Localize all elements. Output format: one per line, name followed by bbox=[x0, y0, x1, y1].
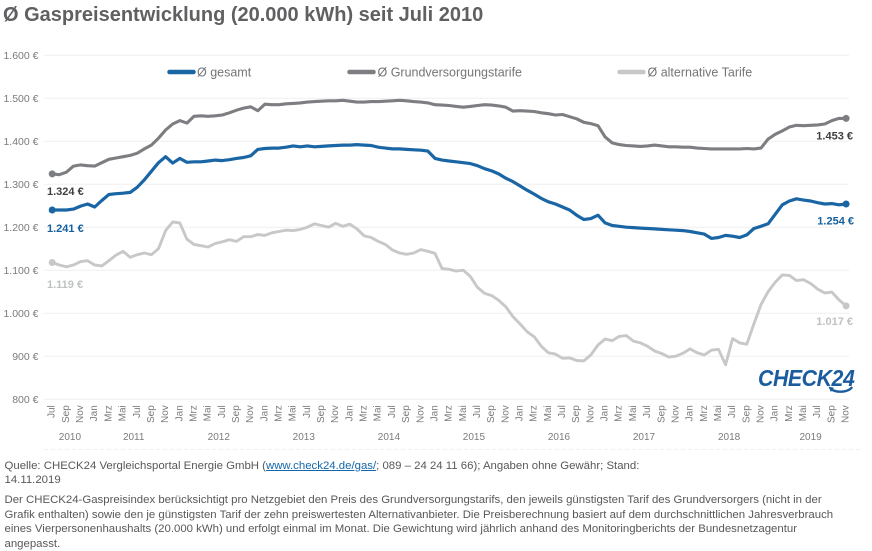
svg-text:Sep: Sep bbox=[401, 405, 412, 423]
svg-text:Mai: Mai bbox=[373, 405, 384, 421]
svg-text:Jul: Jul bbox=[132, 405, 143, 418]
svg-text:Mai: Mai bbox=[543, 405, 554, 421]
svg-text:Jul: Jul bbox=[302, 405, 313, 418]
svg-text:Sep: Sep bbox=[146, 405, 157, 423]
svg-text:2019: 2019 bbox=[799, 432, 822, 443]
svg-text:Mai: Mai bbox=[458, 405, 469, 421]
svg-text:Mai: Mai bbox=[798, 405, 809, 421]
svg-text:Nov: Nov bbox=[500, 405, 511, 423]
svg-text:1.000 €: 1.000 € bbox=[3, 308, 38, 320]
svg-text:Jul: Jul bbox=[472, 405, 483, 418]
svg-text:Nov: Nov bbox=[841, 405, 852, 423]
svg-text:Nov: Nov bbox=[756, 405, 767, 423]
svg-text:Mrz: Mrz bbox=[614, 405, 625, 422]
svg-text:Jul: Jul bbox=[812, 405, 823, 418]
svg-text:Nov: Nov bbox=[670, 405, 681, 423]
svg-text:1.119 €: 1.119 € bbox=[47, 279, 83, 291]
svg-text:Mai: Mai bbox=[713, 405, 724, 421]
svg-text:2016: 2016 bbox=[548, 432, 571, 443]
svg-text:Jan: Jan bbox=[430, 405, 441, 421]
svg-text:Mrz: Mrz bbox=[274, 405, 285, 422]
svg-text:Jan: Jan bbox=[600, 405, 611, 421]
svg-text:Jul: Jul bbox=[47, 405, 58, 418]
svg-text:1.100 €: 1.100 € bbox=[3, 265, 38, 277]
svg-text:1.017 €: 1.017 € bbox=[816, 316, 853, 328]
svg-text:Jan: Jan bbox=[685, 405, 696, 421]
svg-text:Sep: Sep bbox=[656, 405, 667, 423]
svg-text:Mai: Mai bbox=[288, 405, 299, 421]
svg-text:2014: 2014 bbox=[378, 432, 401, 443]
svg-text:1.500 €: 1.500 € bbox=[3, 93, 38, 105]
svg-text:Mrz: Mrz bbox=[784, 405, 795, 422]
svg-text:Nov: Nov bbox=[245, 405, 256, 423]
svg-text:Ø gesamt: Ø gesamt bbox=[197, 66, 252, 80]
svg-text:2011: 2011 bbox=[123, 432, 145, 443]
svg-text:Mai: Mai bbox=[628, 405, 639, 421]
svg-text:2015: 2015 bbox=[463, 432, 486, 443]
svg-text:Mai: Mai bbox=[203, 405, 214, 421]
svg-text:2012: 2012 bbox=[208, 432, 231, 443]
svg-text:Mrz: Mrz bbox=[189, 405, 200, 422]
svg-text:Sep: Sep bbox=[826, 405, 837, 423]
svg-text:Sep: Sep bbox=[741, 405, 752, 423]
svg-text:2017: 2017 bbox=[633, 432, 656, 443]
svg-text:1.200 €: 1.200 € bbox=[3, 222, 38, 234]
svg-text:Nov: Nov bbox=[160, 405, 171, 423]
svg-text:Jan: Jan bbox=[259, 405, 270, 421]
svg-text:Jan: Jan bbox=[89, 405, 100, 421]
svg-text:Jul: Jul bbox=[727, 405, 738, 418]
svg-text:Jan: Jan bbox=[770, 405, 781, 421]
svg-text:Sep: Sep bbox=[231, 405, 242, 423]
svg-text:Nov: Nov bbox=[415, 405, 426, 423]
svg-text:2013: 2013 bbox=[293, 432, 316, 443]
svg-text:Mrz: Mrz bbox=[444, 405, 455, 422]
svg-text:CHECK24: CHECK24 bbox=[758, 365, 855, 391]
svg-text:Nov: Nov bbox=[330, 405, 341, 423]
svg-text:Mrz: Mrz bbox=[103, 405, 114, 422]
svg-text:Nov: Nov bbox=[75, 405, 86, 423]
svg-text:Sep: Sep bbox=[571, 405, 582, 423]
svg-text:2010: 2010 bbox=[59, 432, 82, 443]
svg-text:Ø alternative Tarife: Ø alternative Tarife bbox=[648, 66, 753, 80]
svg-text:1.324 €: 1.324 € bbox=[47, 186, 84, 198]
svg-text:2018: 2018 bbox=[718, 432, 741, 443]
svg-text:1.400 €: 1.400 € bbox=[3, 136, 38, 148]
svg-text:900 €: 900 € bbox=[12, 351, 38, 363]
svg-text:Sep: Sep bbox=[61, 405, 72, 423]
svg-text:Nov: Nov bbox=[585, 405, 596, 423]
svg-text:Mai: Mai bbox=[118, 405, 129, 421]
svg-text:Jul: Jul bbox=[557, 405, 568, 418]
svg-text:Sep: Sep bbox=[316, 405, 327, 423]
svg-text:1.600 €: 1.600 € bbox=[3, 50, 38, 62]
svg-text:Jul: Jul bbox=[642, 405, 653, 418]
svg-text:1.300 €: 1.300 € bbox=[3, 179, 38, 191]
svg-text:1.241 €: 1.241 € bbox=[47, 223, 84, 235]
svg-text:Mrz: Mrz bbox=[699, 405, 710, 422]
svg-text:Ø Grundversorgungstarife: Ø Grundversorgungstarife bbox=[378, 66, 523, 80]
svg-text:Jan: Jan bbox=[174, 405, 185, 421]
svg-text:Mrz: Mrz bbox=[359, 405, 370, 422]
svg-text:Jan: Jan bbox=[515, 405, 526, 421]
svg-text:1.453 €: 1.453 € bbox=[816, 131, 853, 143]
svg-text:Jul: Jul bbox=[387, 405, 398, 418]
svg-text:Sep: Sep bbox=[486, 405, 497, 423]
svg-text:Mrz: Mrz bbox=[529, 405, 540, 422]
svg-text:1.254 €: 1.254 € bbox=[817, 216, 854, 228]
svg-text:Jul: Jul bbox=[217, 405, 228, 418]
svg-text:Jan: Jan bbox=[344, 405, 355, 421]
svg-text:800 €: 800 € bbox=[12, 394, 38, 406]
